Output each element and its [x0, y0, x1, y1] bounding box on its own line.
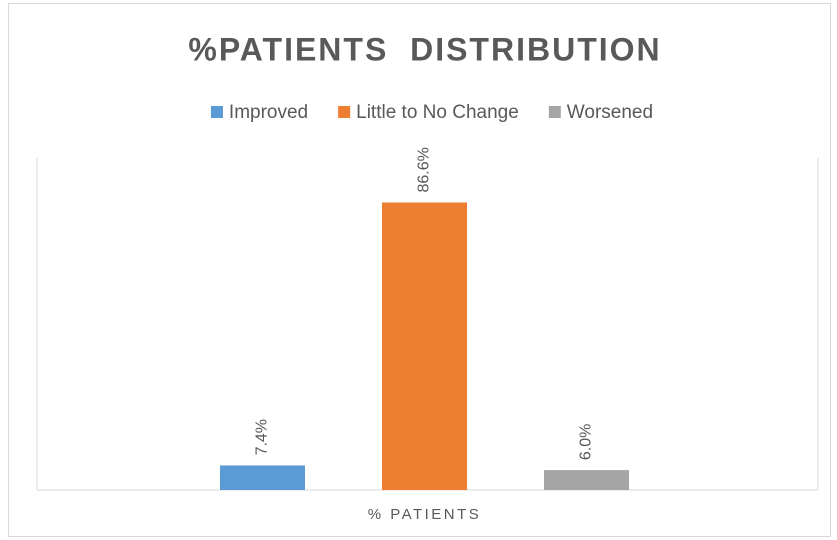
- legend-label: Little to No Change: [356, 102, 519, 123]
- value-label: 6.0%: [578, 424, 595, 460]
- x-tick-label: % PATIENTS: [368, 506, 482, 523]
- legend-swatch: [338, 106, 351, 118]
- bar: [544, 470, 629, 490]
- value-label: 7.4%: [254, 419, 271, 455]
- bar: [382, 202, 467, 490]
- legend-label: Improved: [229, 102, 308, 123]
- bar: [220, 465, 305, 490]
- chart-title: %PATIENTS DISTRIBUTION: [188, 31, 661, 67]
- value-label: 86.6%: [416, 147, 433, 192]
- legend-swatch: [210, 106, 223, 118]
- legend-swatch: [548, 106, 561, 118]
- legend-label: Worsened: [567, 102, 653, 123]
